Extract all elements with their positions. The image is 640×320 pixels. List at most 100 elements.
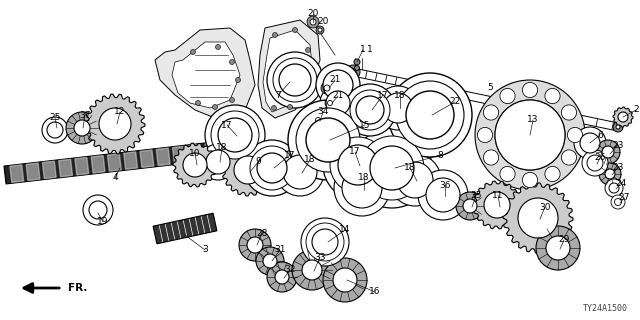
Text: 33: 33 <box>314 252 326 261</box>
Circle shape <box>316 63 360 107</box>
Circle shape <box>333 268 357 292</box>
Circle shape <box>303 91 307 95</box>
Text: 11: 11 <box>492 190 504 199</box>
Polygon shape <box>234 156 262 184</box>
Polygon shape <box>183 153 207 177</box>
Circle shape <box>388 73 472 157</box>
Circle shape <box>307 16 319 28</box>
Polygon shape <box>205 142 219 160</box>
Circle shape <box>312 229 338 255</box>
Text: 37: 37 <box>79 110 91 119</box>
Circle shape <box>545 166 560 181</box>
Text: 18: 18 <box>358 173 370 182</box>
Circle shape <box>350 69 356 75</box>
Polygon shape <box>172 42 240 108</box>
Circle shape <box>389 154 441 206</box>
Text: 14: 14 <box>339 226 351 235</box>
Text: 18: 18 <box>216 143 228 153</box>
Circle shape <box>605 179 623 197</box>
Polygon shape <box>92 156 105 173</box>
Circle shape <box>321 82 333 94</box>
Circle shape <box>320 85 356 121</box>
Text: 25: 25 <box>49 114 61 123</box>
Polygon shape <box>4 139 241 184</box>
Circle shape <box>195 100 200 106</box>
Circle shape <box>200 144 236 180</box>
Circle shape <box>356 96 384 124</box>
Polygon shape <box>108 154 121 171</box>
Text: FR.: FR. <box>68 283 88 293</box>
Circle shape <box>306 223 344 261</box>
Circle shape <box>346 65 360 79</box>
Circle shape <box>257 153 287 183</box>
Polygon shape <box>222 144 274 196</box>
Circle shape <box>316 26 324 34</box>
Circle shape <box>205 105 265 165</box>
Circle shape <box>587 155 603 171</box>
Circle shape <box>292 28 298 33</box>
Circle shape <box>418 170 468 220</box>
Circle shape <box>316 117 321 123</box>
Circle shape <box>355 66 360 70</box>
Text: 17: 17 <box>221 121 233 130</box>
Circle shape <box>561 105 577 120</box>
Text: 18: 18 <box>404 164 416 172</box>
Circle shape <box>306 118 350 162</box>
Circle shape <box>250 146 294 190</box>
Circle shape <box>324 85 330 91</box>
Polygon shape <box>484 192 510 218</box>
Text: 7: 7 <box>275 91 281 100</box>
Circle shape <box>256 247 284 275</box>
Polygon shape <box>173 146 186 164</box>
Circle shape <box>326 91 350 115</box>
Polygon shape <box>75 157 89 175</box>
Text: 21: 21 <box>330 76 340 84</box>
Circle shape <box>546 236 570 260</box>
Text: 20: 20 <box>317 18 329 27</box>
Polygon shape <box>59 159 72 177</box>
Circle shape <box>279 64 311 96</box>
Circle shape <box>247 237 263 253</box>
Circle shape <box>313 115 323 125</box>
Text: 23: 23 <box>612 163 624 172</box>
Circle shape <box>396 81 464 149</box>
Circle shape <box>89 201 107 219</box>
Text: 36: 36 <box>439 180 451 189</box>
Circle shape <box>475 80 585 190</box>
Circle shape <box>609 183 619 193</box>
Text: 18: 18 <box>304 156 316 164</box>
Circle shape <box>288 100 368 180</box>
Polygon shape <box>26 163 40 180</box>
Circle shape <box>342 168 382 208</box>
Circle shape <box>292 250 332 290</box>
Circle shape <box>66 112 98 144</box>
Circle shape <box>230 98 234 102</box>
Circle shape <box>212 105 218 109</box>
Circle shape <box>483 105 499 120</box>
Circle shape <box>561 150 577 165</box>
Text: 4: 4 <box>112 173 118 182</box>
Circle shape <box>302 260 322 280</box>
Circle shape <box>613 122 623 132</box>
Circle shape <box>216 44 221 50</box>
Circle shape <box>614 198 621 205</box>
Circle shape <box>276 148 324 196</box>
Circle shape <box>500 166 515 181</box>
Circle shape <box>605 169 615 179</box>
Text: 15: 15 <box>359 121 371 130</box>
Circle shape <box>574 127 606 159</box>
Circle shape <box>206 150 230 174</box>
Circle shape <box>323 130 393 200</box>
Circle shape <box>383 93 413 123</box>
Circle shape <box>267 52 323 108</box>
Polygon shape <box>10 165 24 182</box>
Polygon shape <box>124 152 138 169</box>
Text: 16: 16 <box>369 287 381 297</box>
Circle shape <box>616 125 620 129</box>
Circle shape <box>244 140 300 196</box>
Circle shape <box>596 140 620 164</box>
Circle shape <box>273 33 278 37</box>
Circle shape <box>230 60 234 65</box>
Polygon shape <box>518 198 558 238</box>
Text: 34: 34 <box>317 108 329 116</box>
